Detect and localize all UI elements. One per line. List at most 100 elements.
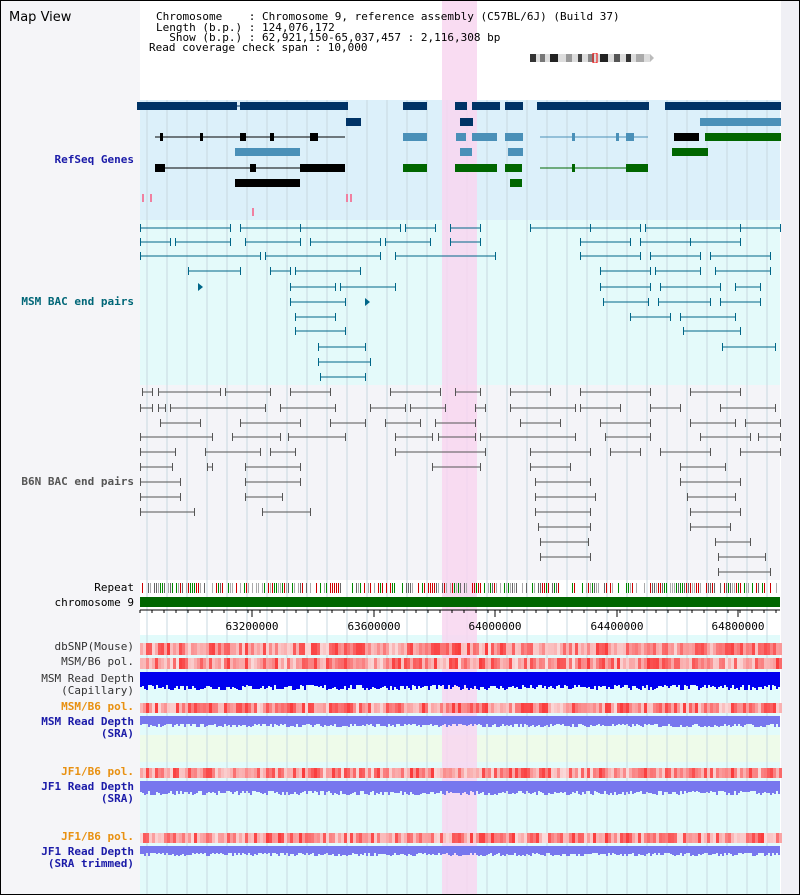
jf1-depth-sra-bar — [484, 781, 486, 795]
jf1-depth-trimmed-bar — [354, 846, 356, 854]
ideogram-band — [588, 54, 594, 62]
jf1-b6-pol-strip — [677, 768, 680, 778]
msm-depth-capillary-bar — [196, 672, 198, 690]
jf1-depth-sra-bar — [518, 781, 520, 791]
msm-depth-capillary-bar — [500, 672, 502, 686]
jf1-depth-trimmed-bar — [408, 846, 410, 854]
msm-depth-sra-bar — [622, 716, 624, 724]
ideogram-position-marker[interactable] — [592, 53, 598, 63]
repeat-element — [364, 583, 365, 593]
jf1-b6-pol2-strip — [434, 833, 437, 843]
jf1-b6-pol-strip — [590, 768, 593, 778]
jf1-b6-pol2-strip — [671, 833, 674, 843]
repeat-element — [180, 583, 181, 593]
jf1-depth-sra-bar — [586, 781, 588, 791]
msm-bac-end — [260, 252, 261, 260]
jf1-b6-pol2-strip — [695, 833, 698, 843]
b6n-bac-end — [570, 463, 571, 471]
dbsnp-strip — [461, 643, 464, 655]
jf1-b6-pol2-strip — [560, 833, 563, 843]
msm-depth-sra-bar — [204, 716, 206, 727]
jf1-depth-sra-bar — [540, 781, 542, 792]
repeat-element — [748, 583, 749, 593]
msm-depth-capillary-bar — [458, 672, 460, 687]
jf1-b6-pol-strip — [332, 768, 335, 778]
msm-depth-sra-bar — [748, 716, 750, 724]
msm-b6-pol2-strip — [533, 703, 536, 713]
msm-depth-capillary-bar — [382, 672, 384, 687]
jf1-depth-trimmed-bar — [446, 846, 448, 853]
msm-b6-pol-strip — [266, 658, 269, 669]
dbsnp-strip — [557, 643, 560, 655]
jf1-b6-pol-strip — [275, 768, 278, 778]
b6n-bac-end — [475, 433, 476, 441]
repeat-element — [472, 583, 473, 593]
msm-b6-pol-strip — [347, 658, 350, 669]
msm-depth-capillary-bar — [278, 672, 280, 689]
msm-depth-sra-bar — [372, 716, 374, 726]
msm-depth-sra-bar — [682, 716, 684, 727]
msm-b6-pol2-strip — [308, 703, 311, 713]
jf1-depth-trimmed-bar — [338, 846, 340, 854]
msm-b6-pol2-strip — [161, 703, 164, 713]
axis-tick-label: 63600000 — [347, 620, 401, 633]
jf1-b6-pol2-strip — [458, 833, 461, 843]
repeat-element — [454, 583, 455, 593]
msm-b6-pol2-strip — [527, 703, 530, 713]
msm-depth-capillary-bar — [268, 672, 270, 686]
dbsnp-strip — [368, 643, 371, 655]
jf1-depth-sra-bar — [226, 781, 228, 791]
msm-depth-capillary-bar — [486, 672, 488, 690]
msm-depth-capillary-bar — [720, 672, 722, 686]
msm-depth-capillary-bar — [722, 672, 724, 688]
msm-b6-pol-strip — [617, 658, 620, 669]
msm-depth-sra-bar — [630, 716, 632, 727]
jf1-b6-pol2-strip — [542, 833, 545, 843]
dbsnp-strip — [593, 643, 596, 655]
track-label-b6n-bac[interactable]: B6N BAC end pairs — [21, 475, 134, 488]
chromosome-ideogram[interactable] — [530, 53, 654, 63]
msm-b6-pol-strip — [197, 658, 200, 669]
msm-depth-sra-bar — [378, 716, 380, 724]
msm-b6-pol2-strip — [221, 703, 224, 713]
jf1-depth-sra-bar — [504, 781, 506, 793]
msm-depth-sra-bar — [380, 716, 382, 726]
track-label-msm-bac[interactable]: MSM BAC end pairs — [21, 295, 134, 308]
msm-depth-sra-bar — [228, 716, 230, 725]
jf1-depth-trimmed-bar — [360, 846, 362, 854]
jf1-b6-pol2-strip — [212, 833, 215, 843]
msm-depth-sra-bar — [750, 716, 752, 724]
msm-b6-pol2-strip — [524, 703, 527, 713]
track-label-refseq[interactable]: RefSeq Genes — [54, 153, 134, 166]
msm-depth-capillary-bar — [706, 672, 708, 688]
msm-depth-capillary-bar — [242, 672, 244, 686]
msm-bac-end — [480, 238, 481, 246]
jf1-depth-sra-bar — [608, 781, 610, 795]
b6n-bac-end — [485, 448, 486, 456]
repeat-element — [284, 583, 285, 593]
msm-b6-pol-strip — [422, 658, 425, 669]
jf1-depth-sra-bar — [486, 781, 488, 795]
msm-depth-capillary-bar — [582, 672, 584, 687]
repeat-element — [696, 583, 697, 593]
jf1-depth-sra-bar — [594, 781, 596, 791]
repeat-element — [168, 583, 169, 593]
msm-b6-pol-strip — [365, 658, 368, 669]
jf1-depth-trimmed-bar — [514, 846, 516, 853]
jf1-depth-sra-bar — [758, 781, 760, 793]
dbsnp-strip — [776, 643, 779, 655]
msm-bac-end — [590, 224, 591, 232]
msm-depth-sra-bar — [422, 716, 424, 725]
jf1-b6-pol-strip — [206, 768, 209, 778]
repeat-element — [730, 583, 731, 593]
msm-depth-capillary-bar — [546, 672, 548, 689]
msm-depth-sra-bar — [406, 716, 408, 725]
repeat-element — [512, 583, 513, 593]
jf1-b6-pol2-strip — [413, 833, 416, 843]
jf1-b6-pol-strip — [518, 768, 521, 778]
jf1-b6-pol-strip — [269, 768, 272, 778]
msm-depth-capillary-bar — [740, 672, 742, 687]
jf1-b6-pol2-strip — [236, 833, 239, 843]
jf1-b6-pol-strip — [740, 768, 743, 778]
